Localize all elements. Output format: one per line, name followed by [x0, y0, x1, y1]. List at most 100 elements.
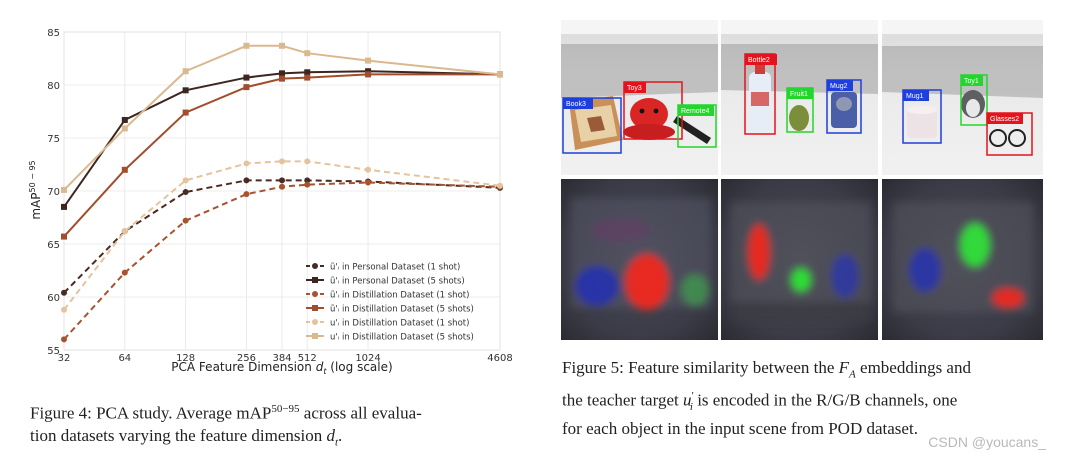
data-point — [243, 84, 250, 91]
label-bg-glasses2 — [987, 113, 1023, 124]
y-tick-label: 55 — [47, 346, 60, 357]
data-point — [279, 158, 285, 165]
series-line — [63, 44, 501, 191]
caption5-p4: is encoded in the R/G/B channels, one — [692, 391, 958, 411]
legend-entry: u'ᵢ in Distillation Dataset (1 shot) — [330, 319, 469, 329]
data-point — [279, 177, 285, 184]
label-toy1: Toy1 — [964, 78, 979, 85]
data-point — [279, 183, 285, 190]
x-tick-label: 4608 — [487, 353, 512, 364]
data-point — [182, 109, 189, 116]
data-point — [121, 166, 128, 173]
data-point — [182, 177, 189, 184]
label-glasses2: Glasses2 — [990, 116, 1019, 123]
data-point — [243, 177, 250, 184]
x-tick-label: 128 — [176, 353, 195, 364]
legend: ũ'ᵢ in Personal Dataset (1 shot) ũ'ᵢ in P… — [306, 263, 474, 343]
watermark: CSDN @youcans_ — [928, 434, 1046, 450]
data-point — [497, 71, 503, 78]
label-bg-book3 — [563, 98, 593, 109]
legend-swatch-marker — [312, 291, 318, 297]
data-point — [61, 203, 67, 210]
x-tick-label: 32 — [58, 353, 71, 364]
series-line — [63, 160, 501, 311]
label-mug2: Mug2 — [830, 83, 848, 90]
series-line — [63, 181, 501, 341]
data-point — [121, 116, 128, 123]
caption5-u-sup: ′ — [691, 390, 694, 403]
data-point — [61, 336, 67, 343]
label-bg-remote4 — [678, 105, 714, 116]
caption5-fa: F — [838, 358, 850, 377]
y-tick-label: 75 — [47, 134, 60, 145]
data-point — [243, 160, 250, 167]
data-point — [304, 74, 311, 81]
legend-entry: ũ'ᵢ in Distillation Dataset (5 shots) — [330, 305, 474, 315]
caption4-rest: across all evalua- — [299, 403, 422, 423]
scene-1-feature-map — [561, 179, 718, 340]
x-tick-labels: 32 64 128 256 384 512 1024 4608 — [58, 353, 513, 364]
series-line — [63, 70, 501, 208]
y-tick-label: 60 — [47, 293, 60, 304]
label-bg-bottle2 — [745, 54, 777, 65]
data-point — [61, 306, 67, 313]
x-tick-label: 512 — [298, 353, 317, 364]
caption5-p3: the teacher target — [562, 391, 683, 411]
legend-entry: ũ'ᵢ in Distillation Dataset (1 shot) — [330, 291, 469, 301]
label-bg-toy1 — [961, 75, 983, 86]
label-remote4: Remote4 — [681, 108, 710, 115]
data-point — [304, 177, 311, 184]
caption5-u-sub: i — [689, 401, 693, 414]
data-point — [61, 233, 67, 240]
y-tick-label: 80 — [47, 81, 60, 92]
data-point — [121, 269, 128, 276]
caption4-var-sub: t — [334, 436, 339, 449]
data-point — [304, 50, 311, 57]
label-bg-toy3 — [624, 82, 646, 93]
data-point — [121, 228, 128, 235]
figure-5-image-grid: Book3 Toy3 Remote4 Bottle2 Fruit1 Mug2 — [561, 20, 1043, 340]
legend-swatch-marker — [312, 277, 318, 283]
data-point — [304, 181, 311, 188]
y-tick-labels: 55 60 65 70 75 80 85 — [47, 28, 60, 357]
data-point — [182, 87, 189, 94]
legend-entry: u'ᵢ in Distillation Dataset (5 shots) — [330, 333, 474, 343]
series-line — [63, 179, 501, 294]
x-axis-label: PCA Feature Dimension dt (log scale) — [171, 360, 392, 376]
series-group — [61, 42, 503, 343]
y-tick-label: 65 — [47, 240, 60, 251]
data-point — [365, 68, 372, 75]
label-toy3: Toy3 — [627, 85, 642, 92]
data-point — [279, 42, 285, 49]
caption5-p5: for each object in the input scene from … — [562, 419, 918, 439]
data-point — [365, 71, 372, 78]
legend-entry: ũ'ᵢ in Personal Dataset (1 shot) — [330, 263, 460, 273]
x-tick-label: 384 — [272, 353, 291, 364]
caption4-line2: tion datasets varying the feature dimens… — [30, 425, 327, 445]
data-point — [182, 189, 189, 196]
data-point — [61, 289, 67, 296]
label-bg-mug1 — [903, 90, 929, 101]
caption4-end: . — [338, 425, 343, 445]
data-point — [365, 166, 372, 173]
data-point — [497, 182, 503, 189]
data-point — [304, 69, 311, 76]
y-axis-label-sup: 50 − 95 — [28, 160, 37, 192]
figure-4-caption: Figure 4: PCA study. Average mAP50−95 ac… — [30, 398, 540, 453]
y-tick-label: 85 — [47, 28, 60, 39]
data-point — [182, 217, 189, 224]
data-point — [279, 70, 285, 77]
x-tick-label: 1024 — [355, 353, 380, 364]
caption5-u: u — [682, 391, 692, 411]
legend-swatch-marker — [312, 319, 318, 325]
figure-5-caption: Figure 5: Feature similarity between the… — [562, 357, 1042, 440]
legend-swatch-marker — [312, 305, 318, 311]
label-fruit1: Fruit1 — [790, 91, 808, 98]
data-point — [365, 179, 372, 186]
label-bg-mug2 — [827, 80, 853, 91]
legend-swatch-marker — [312, 263, 318, 269]
data-point — [182, 68, 189, 75]
label-bg-fruit1 — [787, 88, 813, 99]
series-line — [63, 73, 500, 238]
